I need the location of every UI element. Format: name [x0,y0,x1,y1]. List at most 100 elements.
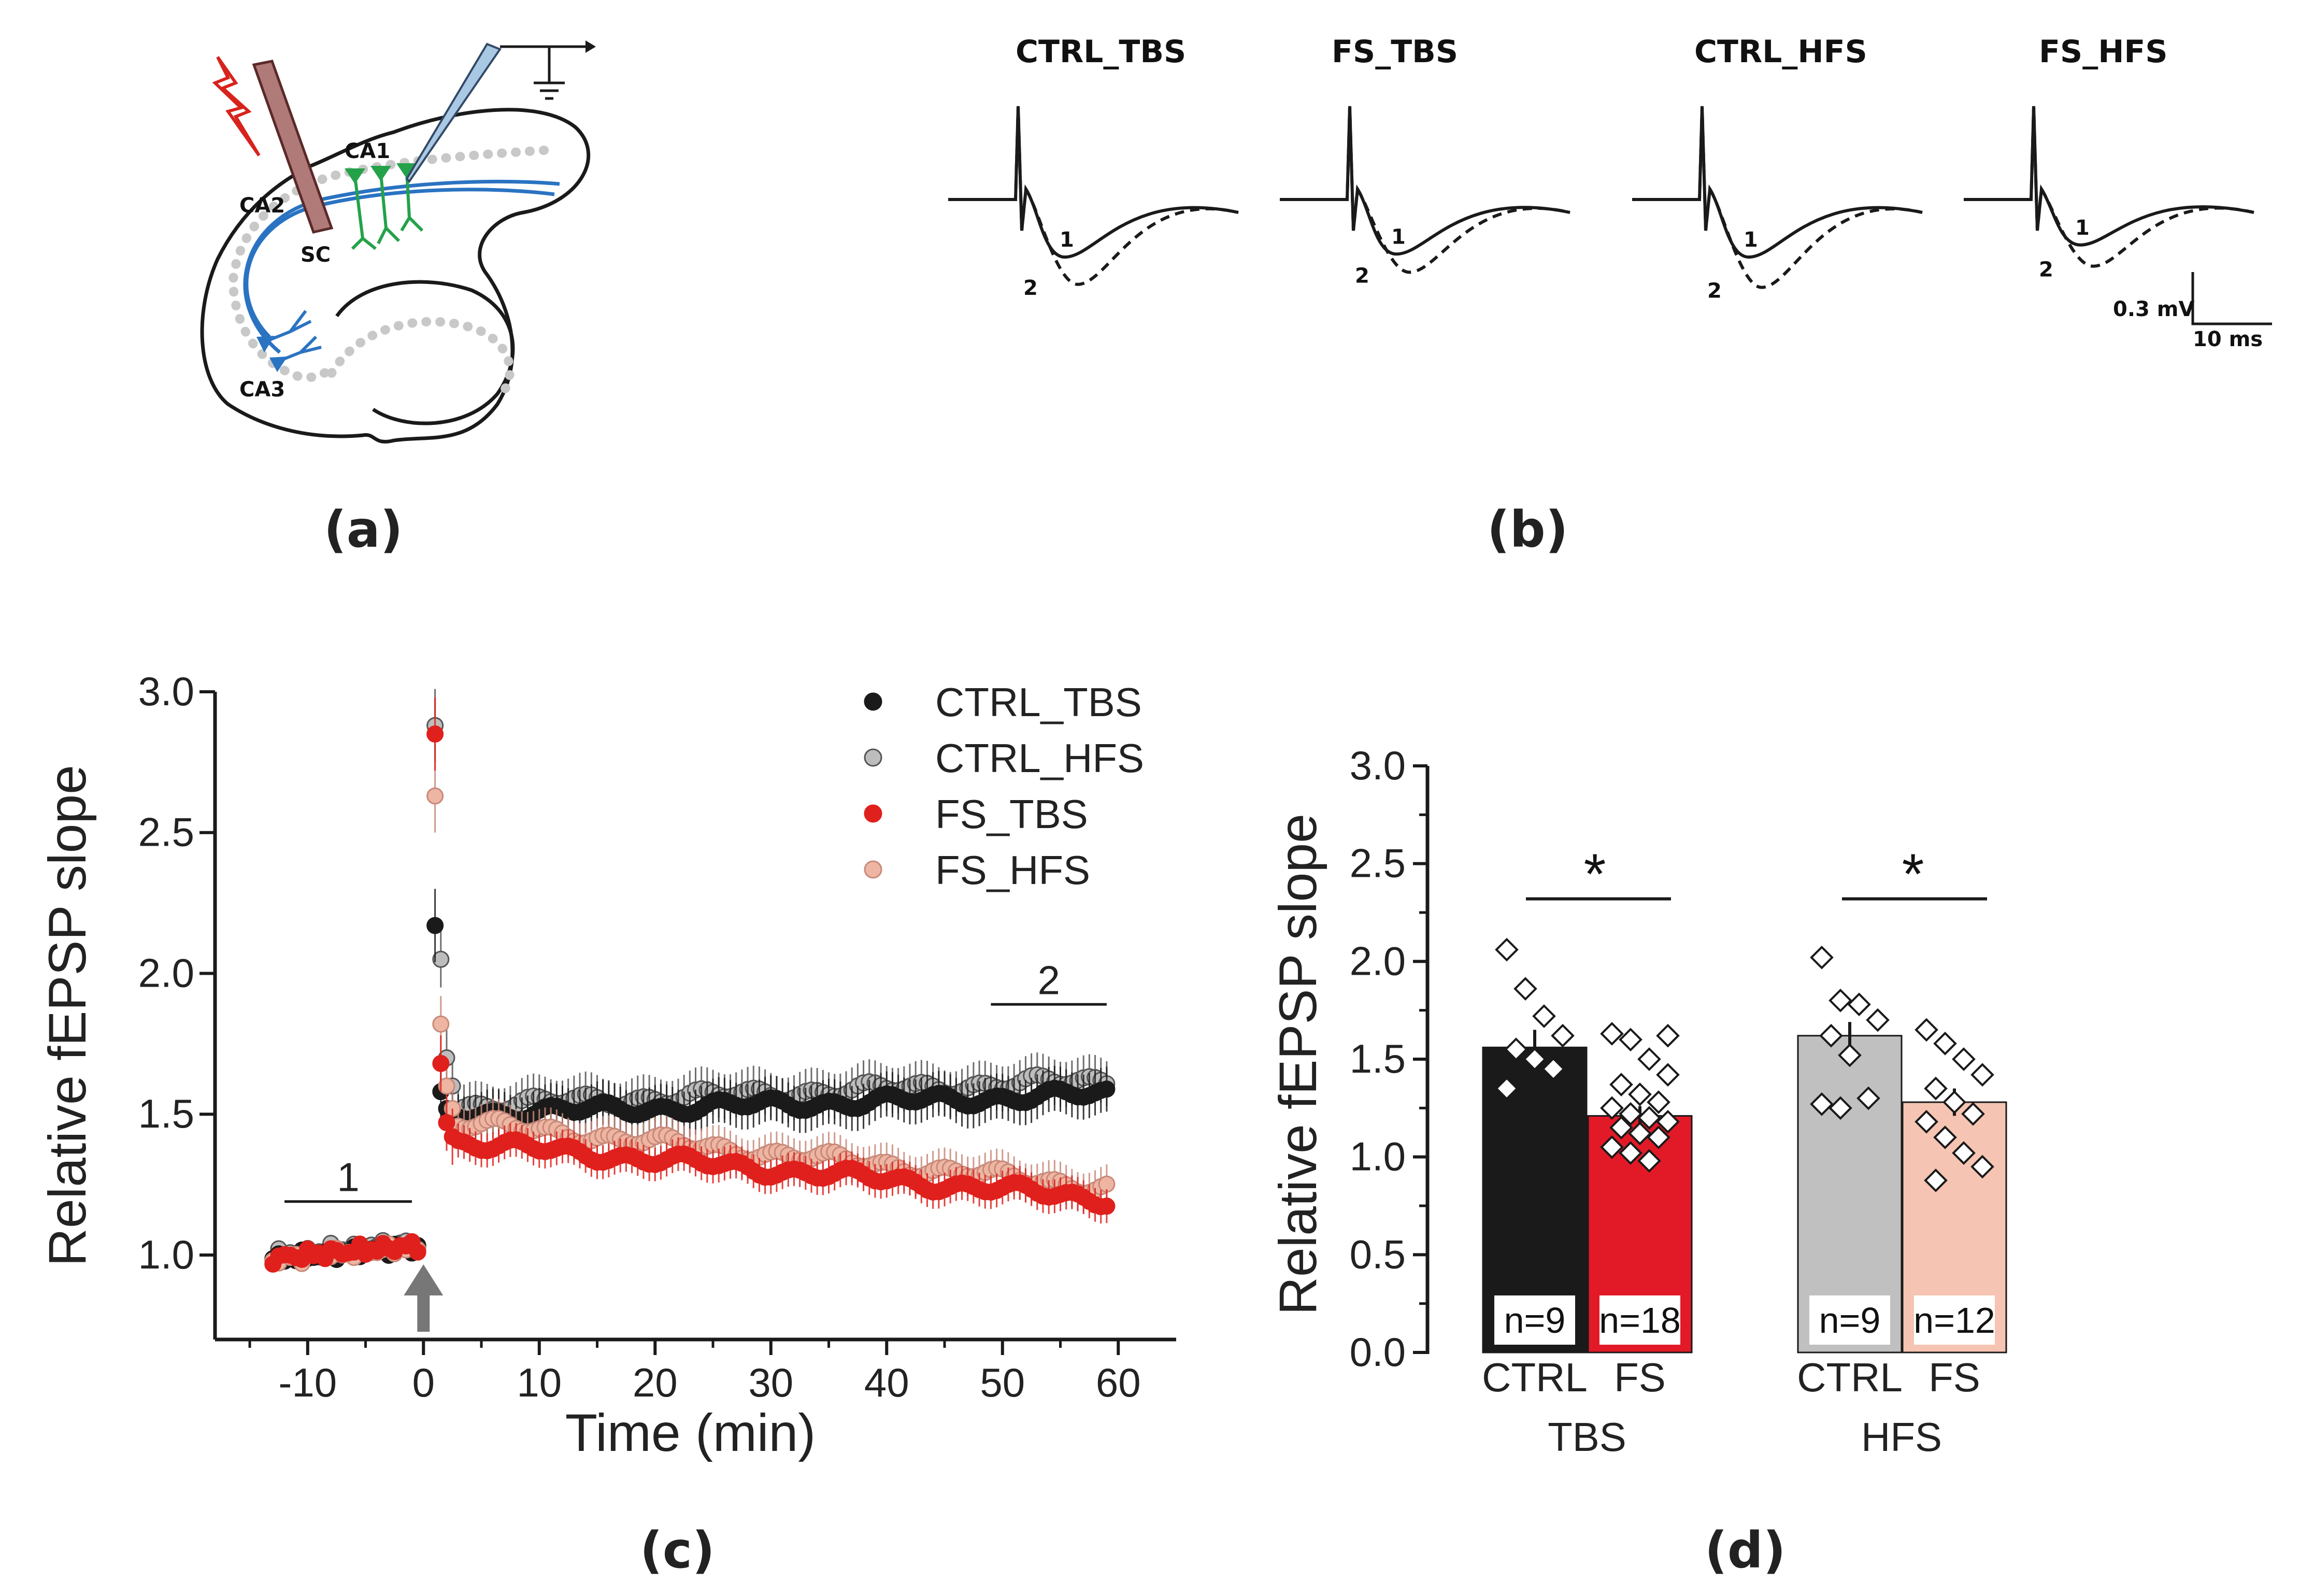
ca1-neuron [345,168,365,184]
trace-label-2: 2 [1355,264,1369,288]
individual-point [1915,1018,1938,1042]
y-tick-label: 3.0 [138,668,194,714]
individual-point [1495,937,1519,962]
legend-marker [864,692,882,711]
pyramidal-layer-dots [228,146,549,382]
group-label-hfs: HFS [1861,1414,1942,1460]
trace-label-2: 2 [1023,276,1038,300]
individual-point [1647,1090,1670,1114]
stimulus-arrow-icon [404,1264,444,1295]
data-point [432,950,450,968]
ca1-neuron [396,163,417,179]
data-point [438,1077,455,1095]
y-tick-label: 0.5 [1350,1231,1406,1277]
x-tick-label: 50 [980,1360,1025,1405]
individual-point [1942,1090,1966,1114]
data-point [438,1114,455,1132]
category-label: FS [1929,1355,1980,1400]
trace-title: FS_HFS [2039,34,2168,70]
trace-title: CTRL_TBS [1016,34,1186,70]
individual-point [1609,1073,1633,1096]
individual-point [1637,1149,1661,1173]
individual-point [1523,1047,1547,1071]
trace-post-ltp [1280,106,1570,274]
legend-label: FS_HFS [935,847,1090,893]
individual-point [1866,1008,1890,1032]
n-label-box [1914,1295,1995,1345]
hippocampus-schematic: CA1 CA2 CA3 SC (a) [200,40,596,559]
panel-letter-d: (d) [1705,1521,1786,1579]
trace-baseline [1964,106,2254,247]
ca3-neuron [256,336,275,352]
arrow-right-icon [585,40,596,53]
stimulating-electrode [252,60,334,234]
hippocampus-outline [200,108,591,444]
panel-letter-b: (b) [1487,501,1568,559]
trace-title: FS_TBS [1332,34,1458,70]
label-sc: SC [301,243,331,267]
individual-point [1961,1102,1985,1126]
individual-point [1829,988,1852,1013]
legend-marker [864,804,882,823]
individual-point [1541,1057,1565,1081]
y-axis-title: Relative fEPSP slope [1268,814,1327,1315]
individual-point [1600,1022,1624,1046]
significance-marker: * [1902,843,1924,906]
lightning-bolt-icon [212,56,261,156]
summary-bar-chart: 0.0 0.5 1.0 1.5 2.0 2.5 3.0 Relative fEPSP slop… [1268,743,2007,1460]
scale-bar-y-label: 0.3 mV [2113,297,2194,321]
y-tick-label: 1.5 [138,1091,194,1136]
individual-point [1656,1109,1680,1134]
n-label-box [1809,1295,1890,1345]
ca3-neuron [269,357,288,372]
data-point [409,1243,426,1261]
y-tick-label: 1.5 [1350,1036,1406,1081]
data-point [432,1015,450,1033]
ca3-neuron-dendrites [263,310,322,364]
legend-marker [864,748,882,767]
trace-baseline [1280,106,1570,256]
individual-point [1952,1141,1976,1165]
ca1-neuron-dendrites [351,170,424,250]
individual-point [1924,1168,1948,1192]
legend-label: FS_TBS [935,791,1088,837]
individual-point [1656,1023,1680,1048]
scale-bar [2191,272,2272,325]
trace-title: CTRL_HFS [1694,34,1867,70]
baseline-period-label: 1 [337,1155,359,1200]
ca1-neuron [370,166,391,181]
n-label-box [1494,1295,1575,1345]
stimulus-arrow-shaft [417,1293,430,1332]
data-point [1098,1198,1116,1215]
trace-label-2: 2 [1707,279,1722,303]
trace-label-1: 1 [1060,228,1074,252]
individual-point [1637,1106,1661,1130]
y-axis-title: Relative fEPSP slope [38,765,97,1266]
n-label: n=18 [1599,1300,1681,1341]
trace-baseline [1632,106,1923,259]
individual-point [1619,1028,1642,1052]
x-axis-title: Time (min) [565,1403,816,1462]
scale-bar-x-label: 10 ms [2193,327,2263,351]
legend-label: CTRL_TBS [935,679,1142,725]
individual-point [1970,1063,1994,1087]
x-tick-label: 10 [517,1360,562,1405]
category-label: CTRL [1797,1355,1903,1400]
ground-icon [534,47,565,100]
y-tick-label: 2.5 [138,809,194,855]
y-tick-label: 1.0 [138,1232,194,1277]
individual-point [1952,1047,1976,1071]
n-label: n=9 [1504,1300,1566,1341]
individual-point [1495,1076,1519,1101]
trace-label-1: 1 [1744,228,1758,252]
significance-marker: * [1584,843,1606,906]
n-label-box [1599,1295,1680,1345]
x-tick-label: 0 [412,1360,435,1405]
individual-point [1838,1043,1862,1067]
individual-point [1513,1121,1537,1146]
y-tick-label: 1.0 [1350,1134,1406,1179]
individual-point [1513,977,1537,1001]
x-tick-label: 20 [633,1360,678,1405]
individual-point [1637,1047,1661,1071]
trace-label-2: 2 [2039,258,2053,282]
